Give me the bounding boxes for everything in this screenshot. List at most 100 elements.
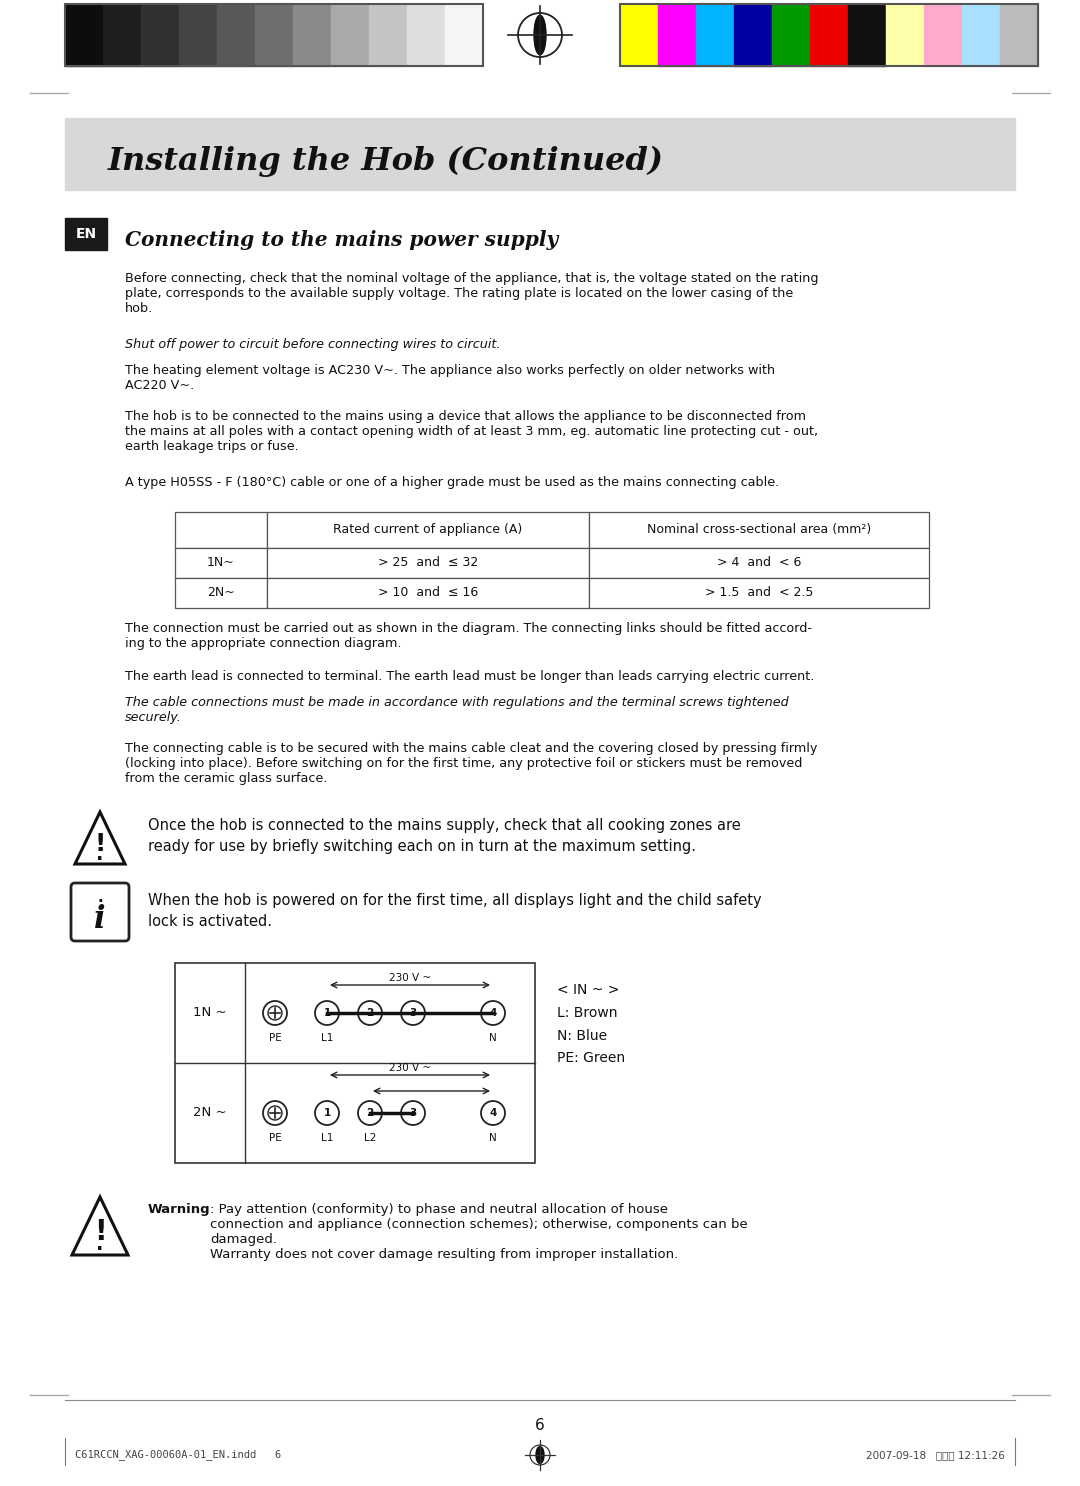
Text: > 4  and  < 6: > 4 and < 6 (717, 556, 801, 569)
Bar (330, 4, 369, 65)
Text: 4: 4 (489, 1008, 497, 1018)
Bar (65, 4, 103, 65)
Bar (293, 4, 330, 65)
Bar (103, 4, 141, 65)
Bar (589, 548, 929, 578)
Text: The heating element voltage is AC230 V~. The appliance also works perfectly on o: The heating element voltage is AC230 V~.… (125, 364, 775, 392)
Bar (175, 548, 267, 578)
Bar (658, 4, 696, 65)
Text: C61RCCN_XAG-00060A-01_EN.indd   6: C61RCCN_XAG-00060A-01_EN.indd 6 (75, 1449, 281, 1461)
Text: > 1.5  and  < 2.5: > 1.5 and < 2.5 (705, 587, 813, 599)
Text: !: ! (94, 832, 106, 856)
Text: 2N ~: 2N ~ (193, 1107, 227, 1119)
Bar (696, 4, 734, 65)
FancyBboxPatch shape (71, 883, 129, 941)
Bar (848, 4, 886, 65)
Circle shape (401, 1101, 426, 1125)
Bar (267, 548, 589, 578)
Text: 1: 1 (323, 1008, 330, 1018)
Text: 2007-09-18   소파트 12:11:26: 2007-09-18 소파트 12:11:26 (866, 1450, 1005, 1461)
Bar (810, 4, 848, 65)
Bar (589, 578, 929, 608)
Circle shape (401, 1002, 426, 1025)
Bar (175, 578, 267, 608)
Bar (589, 513, 929, 548)
Circle shape (264, 1002, 287, 1025)
Text: 3: 3 (409, 1109, 417, 1117)
Text: : Pay attention (conformity) to phase and neutral allocation of house
connection: : Pay attention (conformity) to phase an… (210, 1204, 747, 1262)
Ellipse shape (534, 15, 546, 55)
Bar (217, 4, 255, 65)
Bar (175, 513, 267, 548)
Circle shape (481, 1101, 505, 1125)
Text: N: N (489, 1033, 497, 1043)
Text: The earth lead is connected to terminal. The earth lead must be longer than lead: The earth lead is connected to terminal.… (125, 670, 814, 684)
Text: L1: L1 (321, 1033, 334, 1043)
Text: Warning: Warning (148, 1204, 211, 1216)
Bar (886, 4, 924, 65)
Text: !: ! (94, 1219, 106, 1245)
Text: EN: EN (76, 227, 96, 241)
Bar (369, 4, 407, 65)
Text: 2: 2 (366, 1109, 374, 1117)
Text: The hob is to be connected to the mains using a device that allows the appliance: The hob is to be connected to the mains … (125, 410, 819, 453)
Text: The connection must be carried out as shown in the diagram. The connecting links: The connection must be carried out as sh… (125, 623, 812, 649)
Text: N: N (489, 1132, 497, 1143)
Circle shape (357, 1002, 382, 1025)
Bar (772, 4, 810, 65)
Text: L1: L1 (321, 1132, 334, 1143)
Text: .: . (96, 1235, 104, 1254)
Text: 2: 2 (366, 1008, 374, 1018)
Bar (141, 4, 179, 65)
Text: 230 V ~: 230 V ~ (389, 973, 431, 984)
Bar (179, 4, 217, 65)
Circle shape (481, 1002, 505, 1025)
Text: > 25  and  ≤ 32: > 25 and ≤ 32 (378, 556, 478, 569)
Bar (65, 4, 483, 65)
Bar (924, 4, 962, 65)
Text: i: i (94, 903, 106, 935)
Bar (65, 218, 107, 250)
Bar (407, 4, 445, 65)
Text: PE: PE (269, 1132, 282, 1143)
Circle shape (315, 1002, 339, 1025)
Text: L2: L2 (364, 1132, 376, 1143)
Text: 1N ~: 1N ~ (193, 1006, 227, 1019)
Text: 4: 4 (489, 1109, 497, 1117)
Text: < IN ~ >
L: Brown
N: Blue
PE: Green: < IN ~ > L: Brown N: Blue PE: Green (557, 984, 625, 1065)
Text: Installing the Hob (Continued): Installing the Hob (Continued) (108, 146, 664, 177)
Bar (962, 4, 1000, 65)
Text: 6: 6 (535, 1418, 545, 1433)
Text: PE: PE (269, 1033, 282, 1043)
Bar (620, 4, 658, 65)
Text: 1: 1 (323, 1109, 330, 1117)
Circle shape (264, 1101, 287, 1125)
Text: 230 V ~: 230 V ~ (389, 1062, 431, 1073)
Bar (175, 963, 535, 1164)
Text: > 10  and  ≤ 16: > 10 and ≤ 16 (378, 587, 478, 599)
Bar (65, 117, 1015, 190)
Ellipse shape (536, 1446, 544, 1464)
Text: Connecting to the mains power supply: Connecting to the mains power supply (125, 230, 558, 250)
Bar (267, 513, 589, 548)
Bar (445, 4, 483, 65)
Text: Rated current of appliance (A): Rated current of appliance (A) (334, 523, 523, 536)
Text: When the hob is powered on for the first time, all displays light and the child : When the hob is powered on for the first… (148, 893, 761, 929)
Circle shape (315, 1101, 339, 1125)
Bar (255, 4, 293, 65)
Text: .: . (96, 846, 104, 865)
Text: Shut off power to circuit before connecting wires to circuit.: Shut off power to circuit before connect… (125, 337, 500, 351)
Text: Once the hob is connected to the mains supply, check that all cooking zones are
: Once the hob is connected to the mains s… (148, 817, 741, 854)
Text: The connecting cable is to be secured with the mains cable cleat and the coverin: The connecting cable is to be secured wi… (125, 742, 818, 785)
Text: 2N~: 2N~ (207, 587, 234, 599)
Bar (620, 4, 1038, 65)
Text: A type H05SS - F (180°C) cable or one of a higher grade must be used as the main: A type H05SS - F (180°C) cable or one of… (125, 476, 780, 489)
Text: The cable connections must be made in accordance with regulations and the termin: The cable connections must be made in ac… (125, 695, 788, 724)
Circle shape (357, 1101, 382, 1125)
Text: 1N~: 1N~ (207, 556, 234, 569)
Text: ·: · (97, 893, 103, 908)
Bar (734, 4, 772, 65)
Bar (267, 578, 589, 608)
Text: Before connecting, check that the nominal voltage of the appliance, that is, the: Before connecting, check that the nomina… (125, 272, 819, 315)
Text: Nominal cross-sectional area (mm²): Nominal cross-sectional area (mm²) (647, 523, 872, 536)
